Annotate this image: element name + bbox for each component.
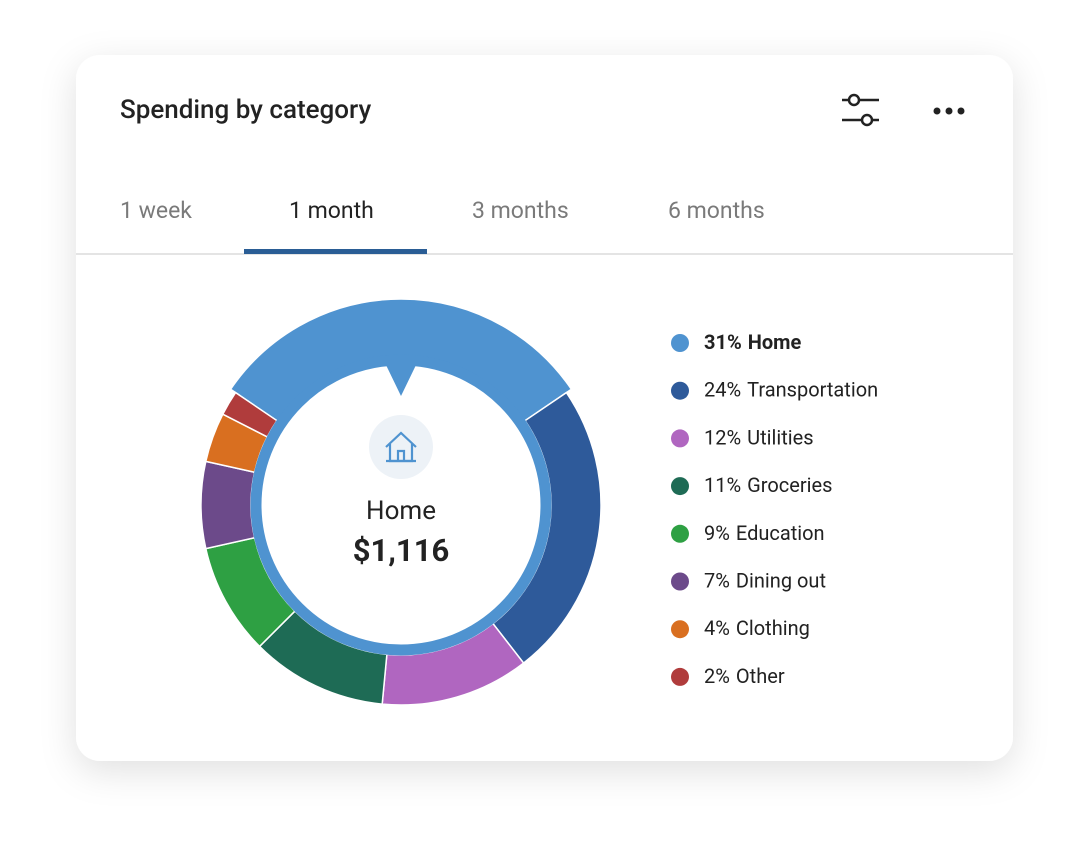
legend-label: Education (736, 521, 825, 545)
legend-swatch (671, 667, 689, 686)
legend-entry[interactable]: 9% Education (704, 521, 825, 545)
donut-segment[interactable] (200, 460, 256, 550)
legend-swatch (671, 334, 689, 352)
legend-entry[interactable]: 4% Clothing (704, 616, 810, 640)
center-amount: $1,116 (353, 532, 450, 569)
tab[interactable]: 1 week (120, 197, 192, 224)
legend-swatch (671, 572, 689, 591)
legend-swatch (671, 524, 689, 543)
legend-value: 7% (704, 569, 730, 593)
active-tab-indicator (244, 249, 427, 254)
legend-entry[interactable]: 12% Utilities (704, 426, 814, 450)
filter-button[interactable] (842, 93, 879, 127)
legend-entry[interactable]: 31% Home (704, 330, 801, 354)
tab[interactable]: 3 months (472, 197, 569, 224)
legend-value: 4% (704, 616, 730, 640)
legend-label: Transportation (747, 378, 878, 402)
legend-swatch (671, 477, 689, 496)
more-button[interactable] (933, 107, 965, 115)
legend-value: 2% (704, 664, 730, 688)
legend-swatch (671, 429, 689, 448)
legend-entry[interactable]: 11% Groceries (704, 473, 832, 497)
icon-bg (369, 415, 433, 479)
legend-value: 24% (704, 378, 741, 402)
pointer (386, 365, 416, 396)
legend-label: Other (736, 664, 785, 688)
legend-label: Utilities (747, 426, 813, 450)
legend-label: Dining out (736, 569, 826, 593)
legend-entry[interactable]: 7% Dining out (704, 569, 826, 593)
center-label: Home (366, 496, 436, 526)
legend-label: Home (748, 330, 802, 354)
legend-label: Clothing (736, 616, 810, 640)
legend-value: 11% (704, 473, 741, 497)
legend-value: 12% (704, 426, 741, 450)
center: Home $1,116 (250, 354, 552, 656)
tab[interactable]: 1 month (289, 197, 374, 224)
legend-entry[interactable]: 2% Other (704, 664, 785, 688)
legend-value: 9% (704, 521, 730, 545)
card-title: Spending by category (120, 95, 371, 125)
home-icon (385, 431, 417, 463)
legend-swatch (671, 620, 689, 639)
legend-value: 31% (704, 330, 742, 354)
legend-swatch (671, 381, 689, 400)
legend-label: Groceries (747, 473, 832, 497)
tab[interactable]: 6 months (668, 197, 765, 224)
center-ring (250, 354, 552, 656)
legend-entry[interactable]: 24% Transportation (704, 378, 878, 402)
